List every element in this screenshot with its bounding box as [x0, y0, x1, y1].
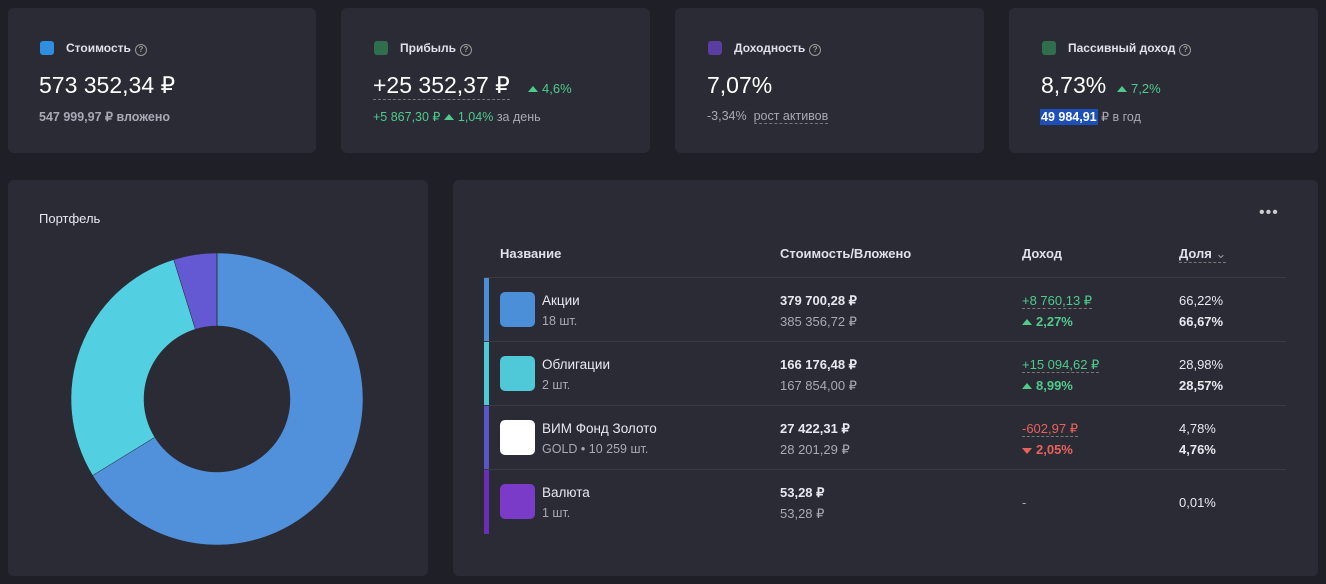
share: 66,22% [1179, 293, 1224, 308]
card-note: 547 999,97 ₽ вложено [39, 110, 171, 124]
text: 2,05% [1036, 442, 1073, 457]
value: 379 700,28 ₽ [780, 293, 857, 308]
card-title: Прибыль? [400, 41, 472, 56]
invested: 28 201,29 ₽ [780, 442, 850, 457]
asset-name: Акции [542, 293, 580, 308]
logo [500, 420, 535, 455]
table-row[interactable]: Акции 18 шт. 379 700,28 ₽ 385 356,72 ₽ +8… [484, 277, 1286, 342]
text: ₽ в год [1101, 110, 1141, 124]
card: Прибыль? +25 352,37 ₽ 4,6% +5 867,30 ₽ 1… [341, 8, 650, 153]
header: Название [500, 246, 562, 261]
row-color [484, 470, 489, 534]
card-title: Стоимость? [66, 41, 147, 56]
menu[interactable]: ••• [1259, 204, 1279, 221]
card-title: Пассивный доход? [1068, 41, 1192, 56]
donut-segment[interactable] [70, 259, 196, 476]
asset-name: Облигации [542, 357, 610, 372]
text: 1,04% [457, 110, 494, 124]
share-target: 28,57% [1179, 378, 1224, 393]
table-row[interactable]: ВИМ Фонд Золото GOLD • 10 259 шт. 27 422… [484, 405, 1286, 470]
value: 53,28 ₽ [780, 485, 825, 500]
income: - [1022, 495, 1027, 510]
share-target: 66,67% [1179, 314, 1224, 329]
header[interactable]: Доля ⌄ [1179, 246, 1227, 263]
text: +5 867,30 ₽ [373, 110, 441, 124]
share: 28,98% [1179, 357, 1224, 372]
icon [40, 41, 54, 55]
asset-sub: 18 шт. [542, 314, 578, 328]
invested: 53,28 ₽ [780, 506, 825, 521]
text: 49 984,91 [1040, 109, 1098, 125]
sub: 49 984,91 ₽ в год [1040, 109, 1141, 125]
value: 166 176,48 ₽ [780, 357, 857, 372]
text: за день [496, 110, 541, 124]
asset-sub: 2 шт. [542, 378, 571, 392]
income-pct: 2,27% [1022, 314, 1073, 329]
logo [500, 356, 535, 391]
table-card: ••• [453, 180, 1318, 576]
text: 4,6% [542, 81, 572, 96]
text: Доля [1179, 246, 1212, 261]
share-target: 4,76% [1179, 442, 1216, 457]
icon [708, 41, 722, 55]
icon [1042, 41, 1056, 55]
income-pct: 8,99% [1022, 378, 1073, 393]
income: +8 760,13 ₽ [1022, 293, 1093, 309]
chart [70, 252, 364, 546]
income: -602,97 ₽ [1022, 421, 1078, 437]
text: -3,34% [707, 109, 747, 123]
logo [500, 292, 535, 327]
change: 7,2% [1117, 81, 1161, 96]
card-value: 573 352,34 ₽ [39, 72, 176, 98]
card-value: 7,07% [707, 72, 773, 98]
row-color [484, 278, 489, 342]
sub: -3,34% рост активов [707, 109, 829, 124]
card: Пассивный доход? 8,73% 7,2% 49 984,91 ₽ … [1009, 8, 1318, 153]
text: 8,99% [1036, 378, 1073, 393]
row-color [484, 406, 489, 470]
income: +15 094,62 ₽ [1022, 357, 1100, 373]
logo [500, 484, 535, 519]
row-color [484, 342, 489, 406]
invested: 167 854,00 ₽ [780, 378, 857, 393]
text: Прибыль [400, 41, 456, 55]
text: 2,27% [1036, 314, 1073, 329]
card-title: Доходность? [734, 41, 822, 56]
card-value: +25 352,37 ₽ [373, 72, 510, 100]
asset-name: ВИМ Фонд Золото [542, 421, 657, 436]
card-value: 8,73% [1041, 72, 1107, 98]
share: 0,01% [1179, 495, 1216, 510]
asset-sub: GOLD • 10 259 шт. [542, 442, 649, 456]
card: Стоимость? 573 352,34 ₽ 547 999,97 ₽ вло… [8, 8, 316, 153]
day: +5 867,30 ₽ 1,04% за день [373, 109, 541, 124]
icon [374, 41, 388, 55]
text: 7,2% [1131, 81, 1161, 96]
chart-title: Портфель [39, 211, 101, 226]
text: рост активов [753, 109, 829, 124]
change: 4,6% [528, 81, 572, 96]
table-row[interactable]: Облигации 2 шт. 166 176,48 ₽ 167 854,00 … [484, 341, 1286, 406]
invested: 385 356,72 ₽ [780, 314, 857, 329]
share: 4,78% [1179, 421, 1216, 436]
header: Стоимость/Вложено [780, 246, 912, 261]
text: Пассивный доход [1068, 41, 1176, 55]
portfolio-card: Портфель [8, 180, 428, 576]
table-row[interactable]: Валюта 1 шт. 53,28 ₽ 53,28 ₽ - 0,01% [484, 469, 1286, 534]
income-pct: 2,05% [1022, 442, 1073, 457]
value: 27 422,31 ₽ [780, 421, 850, 436]
text: Стоимость [66, 41, 131, 55]
asset-sub: 1 шт. [542, 506, 571, 520]
card: Доходность? 7,07% -3,34% рост активов [675, 8, 984, 153]
header: Доход [1022, 246, 1062, 261]
asset-name: Валюта [542, 485, 590, 500]
text: Доходность [734, 41, 806, 55]
donut-segment[interactable] [92, 252, 364, 546]
